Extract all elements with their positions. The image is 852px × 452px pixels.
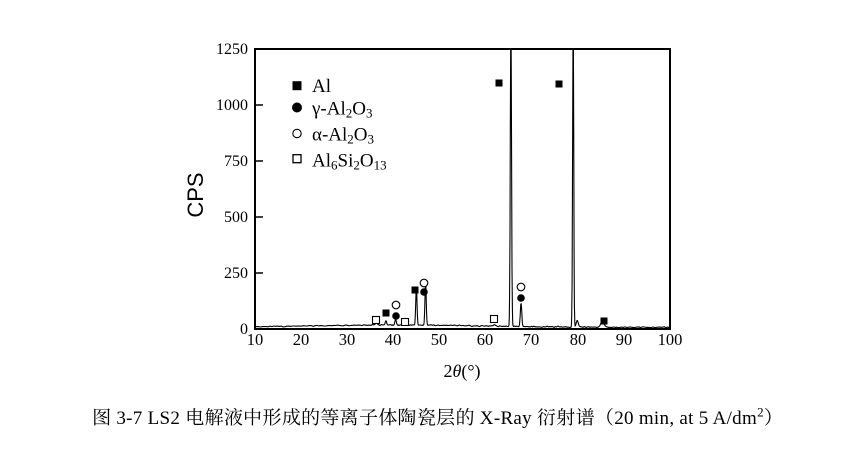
svg-text:30: 30 [339, 330, 356, 349]
svg-text:α-Al2O3: α-Al2O3 [312, 125, 374, 147]
svg-text:1250: 1250 [216, 41, 248, 58]
svg-text:Al: Al [312, 76, 331, 97]
svg-text:10: 10 [247, 330, 264, 349]
svg-text:250: 250 [224, 265, 248, 282]
svg-text:500: 500 [224, 209, 248, 226]
svg-text:20: 20 [293, 330, 310, 349]
svg-text:2θ(°): 2θ(°) [443, 361, 480, 382]
svg-text:γ-Al2O3: γ-Al2O3 [311, 99, 372, 121]
svg-text:Al6Si2O13: Al6Si2O13 [312, 151, 387, 173]
svg-text:50: 50 [431, 330, 448, 349]
svg-text:90: 90 [616, 330, 633, 349]
svg-text:100: 100 [658, 330, 683, 349]
svg-text:80: 80 [570, 330, 587, 349]
svg-text:60: 60 [477, 330, 494, 349]
svg-text:40: 40 [385, 330, 402, 349]
svg-text:750: 750 [224, 153, 248, 170]
svg-text:CPS: CPS [183, 172, 208, 217]
svg-text:70: 70 [523, 330, 540, 349]
svg-text:1000: 1000 [216, 97, 248, 114]
